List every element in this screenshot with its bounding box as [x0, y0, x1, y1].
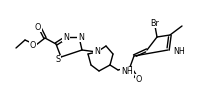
Text: O: O: [35, 23, 41, 32]
Text: O: O: [135, 75, 141, 84]
Text: N: N: [78, 33, 84, 42]
Text: NH: NH: [172, 47, 184, 56]
Text: S: S: [55, 56, 60, 65]
Text: N: N: [94, 46, 99, 56]
Text: O: O: [30, 42, 36, 50]
Text: Br: Br: [150, 18, 159, 27]
Text: N: N: [63, 33, 69, 42]
Text: NH: NH: [120, 67, 132, 76]
